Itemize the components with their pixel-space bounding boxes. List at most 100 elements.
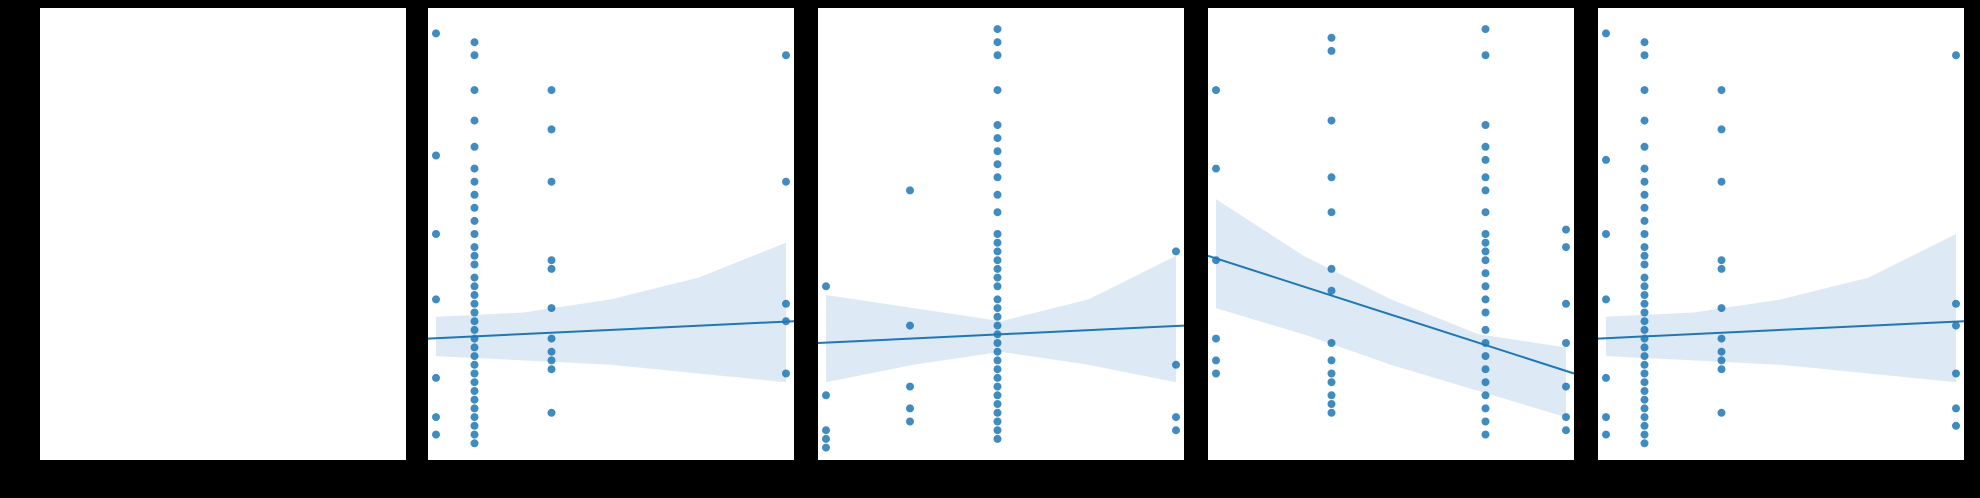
data-point [993, 264, 1002, 273]
data-point [547, 347, 556, 356]
data-point [470, 273, 479, 282]
data-point [1327, 46, 1336, 55]
confidence-band [1216, 199, 1566, 418]
data-point [993, 304, 1002, 313]
data-point [470, 116, 479, 125]
subplot-2 [427, 8, 795, 460]
data-point [1640, 439, 1649, 448]
data-point [1640, 308, 1649, 317]
data-point [470, 325, 479, 334]
regression-line [817, 324, 1185, 344]
data-point [1481, 391, 1490, 400]
data-point [1481, 173, 1490, 182]
data-point [1640, 325, 1649, 334]
data-point [1952, 321, 1960, 330]
data-point [822, 443, 830, 452]
data-point [1717, 304, 1726, 313]
data-point [1562, 426, 1570, 435]
data-point [547, 408, 556, 417]
data-point [1212, 334, 1220, 343]
data-point [1327, 173, 1336, 182]
data-point [782, 177, 790, 186]
data-point [1172, 413, 1180, 422]
data-point [993, 408, 1002, 417]
data-point [1640, 116, 1649, 125]
data-point [470, 51, 479, 60]
data-point [822, 434, 830, 443]
data-point [1172, 247, 1180, 256]
data-point [470, 387, 479, 395]
data-point [906, 382, 914, 391]
data-point [1327, 339, 1336, 347]
data-point [547, 304, 556, 313]
data-point [547, 334, 556, 343]
data-point [1602, 295, 1610, 304]
data-point [1481, 430, 1490, 439]
data-point [1481, 282, 1490, 291]
data-point [1481, 155, 1490, 164]
data-point [1952, 421, 1960, 430]
data-point [1562, 225, 1570, 234]
data-point [1481, 365, 1490, 374]
data-point [1327, 400, 1336, 408]
data-point [1481, 121, 1490, 129]
data-point [1562, 299, 1570, 308]
data-point [470, 142, 479, 151]
data-point [1481, 142, 1490, 151]
data-point [1640, 282, 1649, 291]
data-point [547, 86, 556, 95]
subplot-4 [1207, 8, 1575, 460]
data-point [1327, 286, 1336, 295]
data-point [906, 404, 914, 413]
regression-line [1597, 320, 1965, 340]
subplot-1-area [40, 8, 406, 460]
data-point [1212, 356, 1220, 365]
data-point [432, 29, 440, 38]
data-point [1640, 86, 1649, 95]
data-point [993, 417, 1002, 426]
data-point [993, 273, 1002, 282]
data-point [470, 203, 479, 212]
data-point [1640, 395, 1649, 404]
data-point [470, 299, 479, 308]
data-point [470, 360, 479, 369]
data-point [993, 434, 1002, 443]
data-point [470, 216, 479, 225]
data-point [547, 356, 556, 365]
data-point [1640, 51, 1649, 60]
data-point [782, 369, 790, 378]
subplot-3 [817, 8, 1185, 460]
data-point [1640, 299, 1649, 308]
data-point [993, 134, 1002, 143]
data-point [1640, 230, 1649, 238]
data-point [1640, 216, 1649, 225]
data-point [470, 251, 479, 260]
data-point [993, 400, 1002, 408]
data-point [1640, 378, 1649, 387]
data-point [993, 373, 1002, 382]
data-point [1717, 86, 1726, 95]
data-point [1212, 86, 1220, 95]
data-point [1172, 360, 1180, 369]
data-point [1562, 243, 1570, 252]
confidence-band [436, 242, 786, 383]
data-point [1640, 421, 1649, 430]
data-point [782, 51, 790, 60]
data-point [1481, 404, 1490, 413]
data-point [906, 186, 914, 195]
data-point [547, 177, 556, 186]
data-point [432, 230, 440, 238]
data-point [432, 430, 440, 439]
data-point [993, 160, 1002, 169]
data-point [1327, 378, 1336, 387]
data-point [993, 51, 1002, 60]
data-point [1327, 369, 1336, 378]
data-point [1952, 369, 1960, 378]
data-point [1481, 352, 1490, 361]
data-point [1481, 230, 1490, 238]
data-point [1481, 325, 1490, 334]
subplot-5 [1597, 8, 1965, 460]
confidence-band [826, 255, 1176, 383]
data-point [1640, 38, 1649, 47]
data-point [993, 282, 1002, 291]
